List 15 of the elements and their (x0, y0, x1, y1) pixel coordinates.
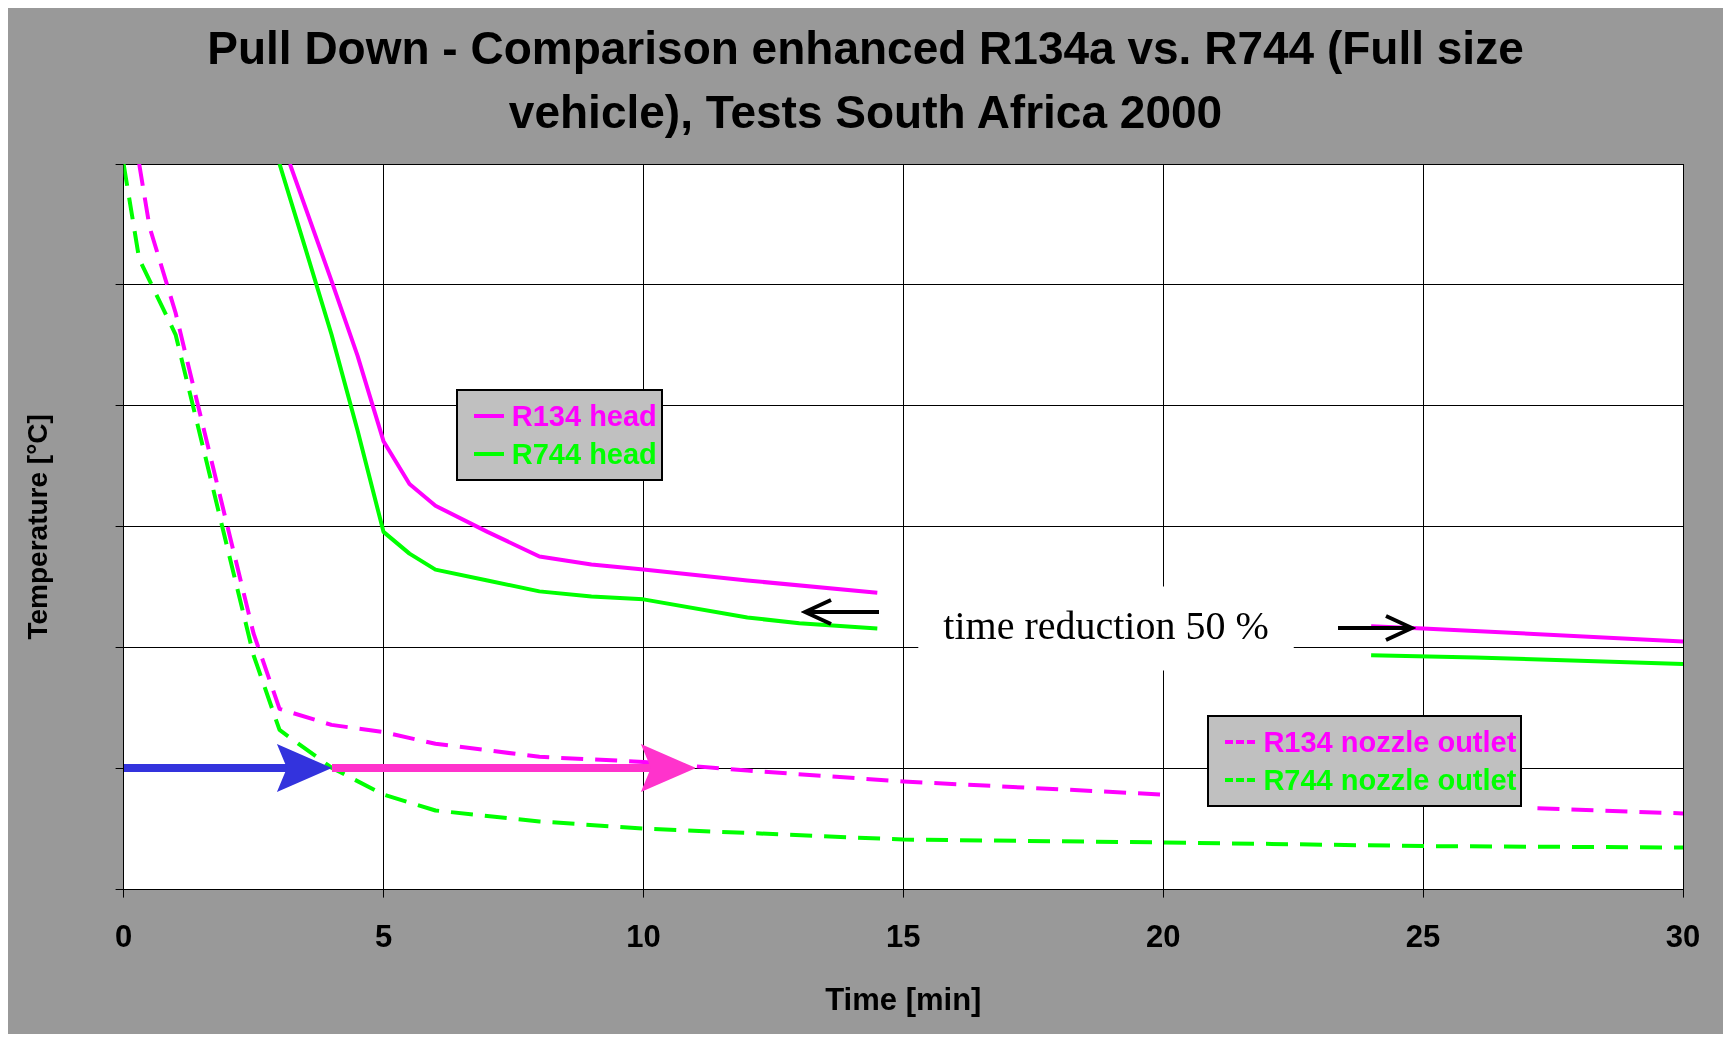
legend-label: R134 nozzle outlet (1263, 725, 1517, 761)
legend-label: R744 nozzle outlet (1263, 763, 1517, 799)
y-axis-title: Temperature [°C] (21, 414, 53, 640)
legend-label: R134 head (511, 398, 657, 434)
x-tick-label: 20 (1145, 918, 1181, 954)
x-tick-label: 10 (626, 918, 661, 954)
x-tick-label: 0 (114, 918, 133, 954)
annotation: time reduction 50 % (943, 602, 1269, 648)
x-tick-label: 30 (1665, 918, 1701, 954)
x-tick-label: 5 (374, 918, 393, 954)
x-tick-label: 15 (886, 918, 921, 954)
chart-title: Pull Down - Comparison enhanced R134a vs. R744 (Full size vehicle), Tests South Africa 2000 (206, 21, 1525, 140)
x-tick-label: 25 (1405, 918, 1441, 954)
legend-label: R744 head (511, 436, 657, 472)
x-axis-title: Time [min] (825, 981, 982, 1017)
